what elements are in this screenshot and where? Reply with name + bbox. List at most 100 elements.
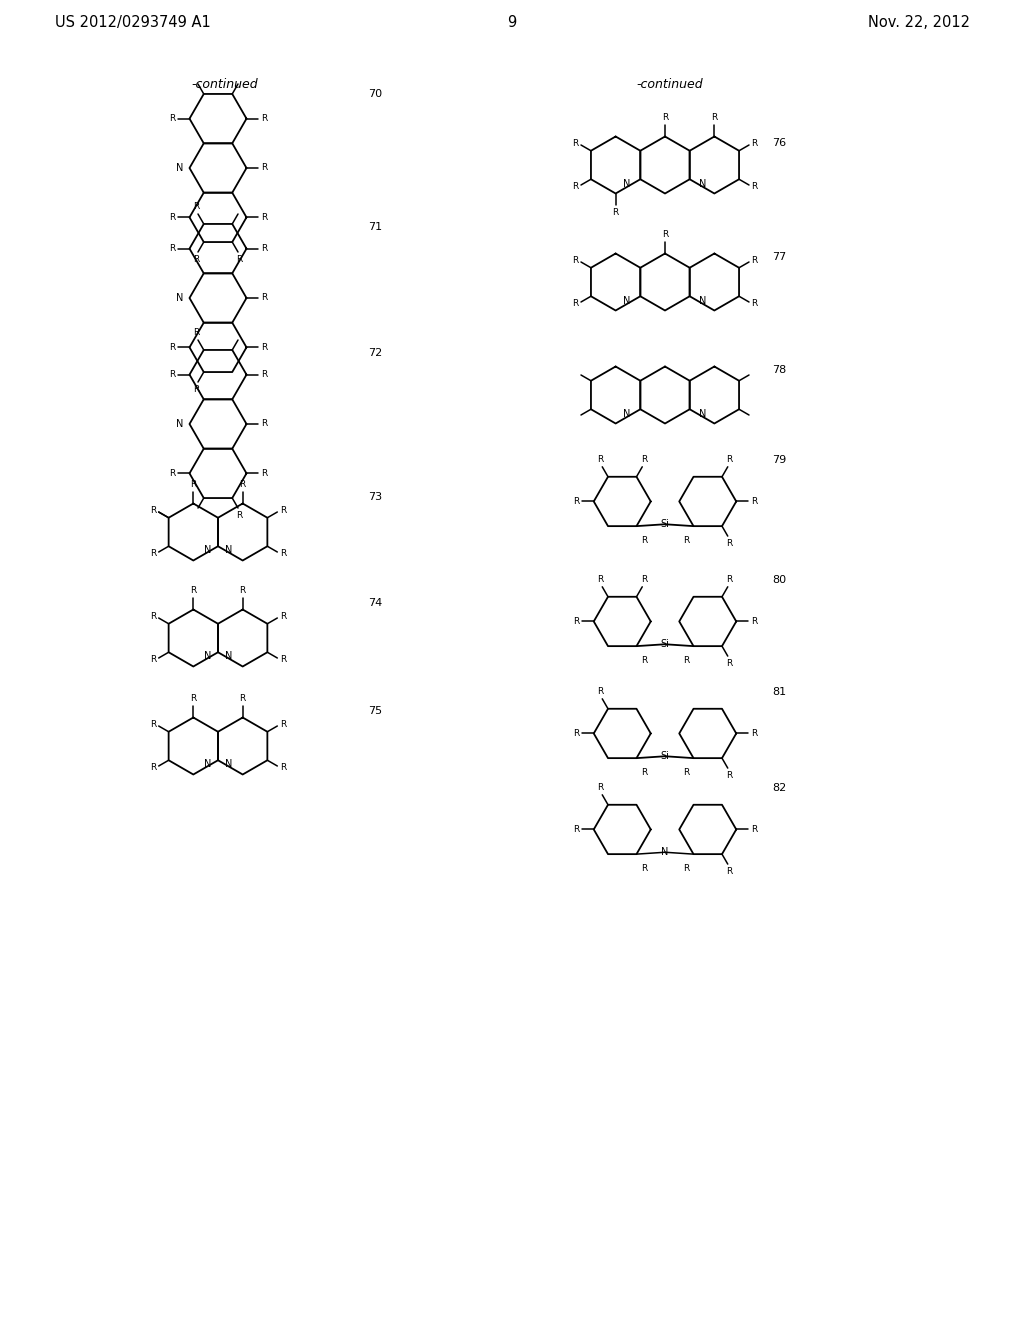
Text: R: R: [194, 255, 200, 264]
Text: 79: 79: [772, 455, 786, 465]
Text: N: N: [699, 296, 707, 305]
Text: R: R: [683, 536, 689, 545]
Text: 74: 74: [368, 598, 382, 609]
Text: R: R: [237, 255, 243, 264]
Text: N: N: [176, 162, 183, 173]
Text: N: N: [224, 651, 232, 661]
Text: R: R: [598, 455, 604, 465]
Text: R: R: [169, 370, 175, 379]
Text: R: R: [598, 688, 604, 696]
Text: R: R: [726, 867, 732, 875]
Text: R: R: [150, 612, 156, 620]
Text: R: R: [261, 293, 267, 302]
Text: R: R: [752, 300, 758, 308]
Text: 81: 81: [772, 686, 786, 697]
Text: 71: 71: [368, 222, 382, 231]
Text: R: R: [240, 694, 246, 704]
Text: R: R: [726, 539, 732, 548]
Text: R: R: [150, 719, 156, 729]
Text: R: R: [169, 114, 175, 123]
Text: Si: Si: [660, 751, 670, 762]
Text: R: R: [683, 768, 689, 777]
Text: R: R: [194, 202, 200, 211]
Text: R: R: [683, 656, 689, 665]
Text: R: R: [641, 656, 647, 665]
Text: R: R: [240, 586, 246, 595]
Text: N: N: [204, 545, 211, 554]
Text: 76: 76: [772, 139, 786, 148]
Text: R: R: [641, 455, 647, 465]
Text: R: R: [641, 536, 647, 545]
Text: 73: 73: [368, 492, 382, 502]
Text: R: R: [150, 549, 156, 558]
Text: R: R: [261, 213, 267, 222]
Text: R: R: [726, 455, 732, 465]
Text: R: R: [573, 616, 580, 626]
Text: R: R: [726, 771, 732, 780]
Text: R: R: [261, 343, 267, 352]
Text: R: R: [662, 114, 668, 121]
Text: R: R: [194, 384, 200, 393]
Text: R: R: [280, 719, 286, 729]
Text: R: R: [261, 164, 267, 173]
Text: R: R: [190, 694, 197, 704]
Text: R: R: [751, 825, 757, 834]
Text: R: R: [190, 586, 197, 595]
Text: R: R: [261, 469, 267, 478]
Text: R: R: [726, 576, 732, 585]
Text: R: R: [573, 729, 580, 738]
Text: R: R: [169, 244, 175, 253]
Text: R: R: [641, 865, 647, 874]
Text: R: R: [641, 768, 647, 777]
Text: R: R: [752, 256, 758, 265]
Text: R: R: [573, 825, 580, 834]
Text: Nov. 22, 2012: Nov. 22, 2012: [868, 15, 970, 30]
Text: N: N: [176, 418, 183, 429]
Text: R: R: [752, 139, 758, 148]
Text: R: R: [683, 865, 689, 874]
Text: R: R: [751, 729, 757, 738]
Text: R: R: [572, 139, 579, 148]
Text: R: R: [261, 370, 267, 379]
Text: R: R: [261, 420, 267, 429]
Text: R: R: [573, 496, 580, 506]
Text: -continued: -continued: [637, 78, 703, 91]
Text: R: R: [280, 506, 286, 515]
Text: 72: 72: [368, 347, 382, 358]
Text: R: R: [240, 480, 246, 488]
Text: R: R: [150, 506, 156, 515]
Text: N: N: [662, 847, 669, 857]
Text: R: R: [280, 612, 286, 620]
Text: Si: Si: [660, 519, 670, 529]
Text: US 2012/0293749 A1: US 2012/0293749 A1: [55, 15, 211, 30]
Text: R: R: [169, 213, 175, 222]
Text: R: R: [169, 469, 175, 478]
Text: N: N: [624, 296, 631, 305]
Text: N: N: [224, 759, 232, 768]
Text: 77: 77: [772, 252, 786, 261]
Text: 9: 9: [507, 15, 517, 30]
Text: R: R: [237, 511, 243, 520]
Text: R: R: [280, 549, 286, 558]
Text: 70: 70: [368, 88, 382, 99]
Text: 80: 80: [772, 576, 786, 585]
Text: N: N: [204, 759, 211, 768]
Text: N: N: [699, 408, 707, 418]
Text: N: N: [224, 545, 232, 554]
Text: R: R: [261, 114, 267, 123]
Text: R: R: [150, 763, 156, 772]
Text: R: R: [662, 230, 668, 239]
Text: R: R: [190, 480, 197, 488]
Text: R: R: [280, 763, 286, 772]
Text: R: R: [726, 659, 732, 668]
Text: R: R: [712, 114, 718, 121]
Text: 78: 78: [772, 366, 786, 375]
Text: R: R: [598, 576, 604, 585]
Text: N: N: [624, 408, 631, 418]
Text: R: R: [752, 182, 758, 191]
Text: N: N: [699, 178, 707, 189]
Text: R: R: [280, 655, 286, 664]
Text: R: R: [169, 343, 175, 352]
Text: 82: 82: [772, 783, 786, 793]
Text: R: R: [751, 496, 757, 506]
